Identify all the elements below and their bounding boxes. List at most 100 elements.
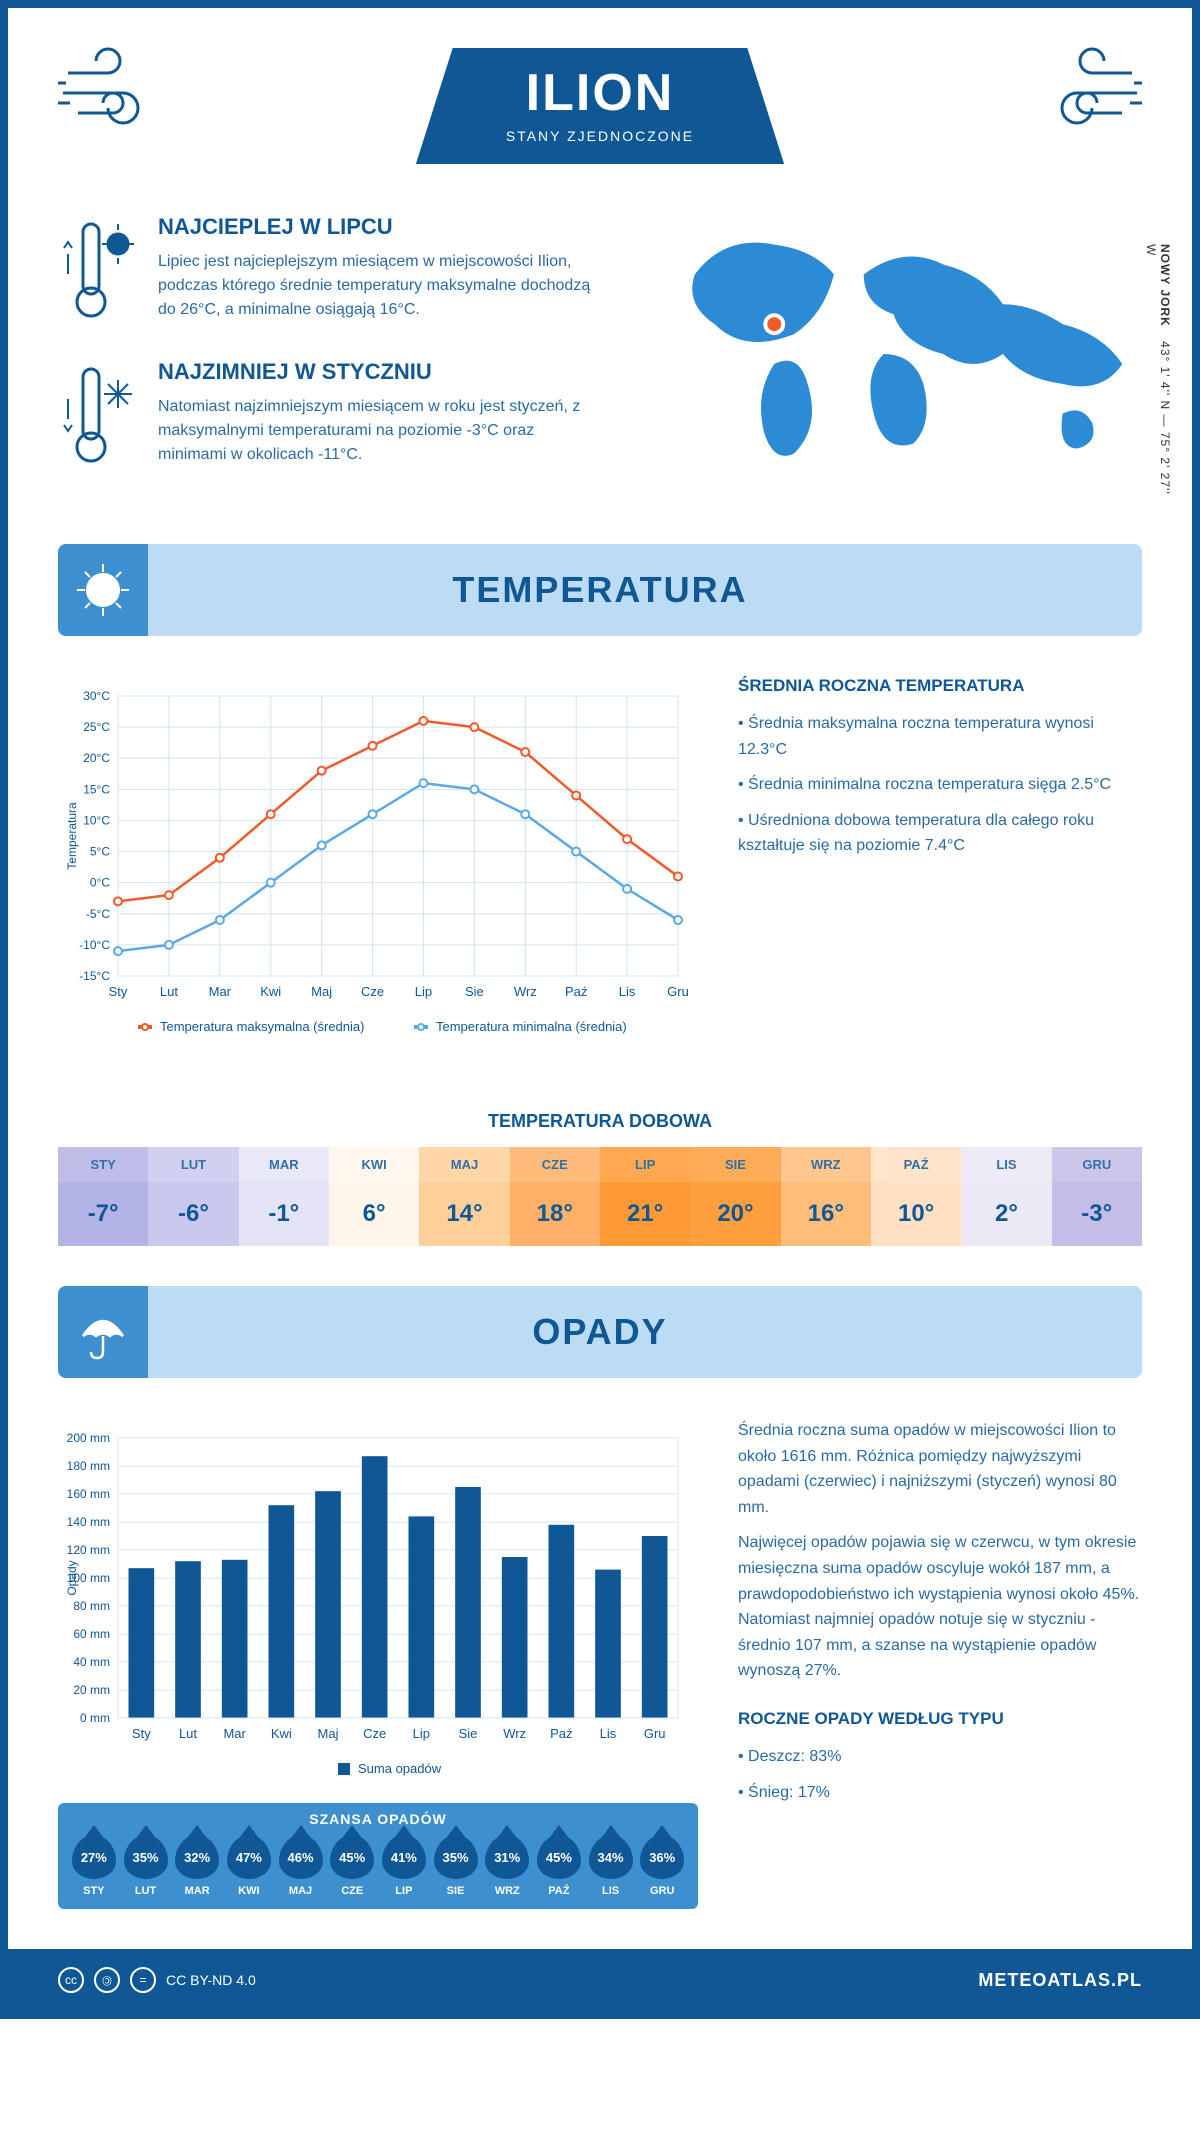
precip-type-list: Deszcz: 83% Śnieg: 17% [738, 1744, 1142, 1805]
svg-text:Temperatura maksymalna (średni: Temperatura maksymalna (średnia) [160, 1019, 364, 1034]
svg-text:Lip: Lip [415, 984, 432, 999]
svg-text:Lut: Lut [160, 984, 178, 999]
svg-text:-5°C: -5°C [86, 907, 110, 921]
daily-temp-table: STY-7°LUT-6°MAR-1°KWI6°MAJ14°CZE18°LIP21… [58, 1147, 1142, 1246]
svg-text:Cze: Cze [361, 984, 384, 999]
temperature-header: TEMPERATURA [58, 544, 1142, 636]
precip-chance: SZANSA OPADÓW 27%STY35%LUT32%MAR47%KWI46… [58, 1803, 698, 1909]
svg-text:140 mm: 140 mm [67, 1515, 110, 1529]
cold-block: NAJZIMNIEJ W STYCZNIU Natomiast najzimni… [58, 359, 605, 474]
temp-cell: LUT-6° [148, 1147, 238, 1246]
by-icon: 🄯 [94, 1967, 120, 1993]
temp-cell: STY-7° [58, 1147, 148, 1246]
svg-text:60 mm: 60 mm [73, 1627, 110, 1641]
svg-text:80 mm: 80 mm [73, 1599, 110, 1613]
svg-text:Opady: Opady [65, 1560, 79, 1595]
svg-text:Sty: Sty [132, 1726, 151, 1741]
world-map: NOWY JORK 43° 1' 4'' N — 75° 2' 27'' W [645, 214, 1142, 504]
svg-text:Sie: Sie [459, 1726, 478, 1741]
chance-item: 45%PAŹ [533, 1835, 585, 1897]
chance-item: 45%CZE [326, 1835, 378, 1897]
chance-item: 27%STY [68, 1835, 120, 1897]
chance-item: 47%KWI [223, 1835, 275, 1897]
country-subtitle: STANY ZJEDNOCZONE [506, 128, 694, 144]
svg-text:Temperatura: Temperatura [65, 802, 79, 870]
svg-text:0°C: 0°C [90, 876, 110, 890]
precip-bar-chart: 0 mm20 mm40 mm60 mm80 mm100 mm120 mm140 … [58, 1418, 698, 1798]
license-text: CC BY-ND 4.0 [166, 1972, 256, 1988]
svg-text:30°C: 30°C [83, 689, 110, 703]
svg-text:Gru: Gru [644, 1726, 666, 1741]
precip-type-item: Śnieg: 17% [738, 1780, 1142, 1806]
temp-cell: PAŹ10° [871, 1147, 961, 1246]
precip-type-title: ROCZNE OPADY WEDŁUG TYPU [738, 1709, 1142, 1729]
svg-text:120 mm: 120 mm [67, 1543, 110, 1557]
temp-cell: CZE18° [510, 1147, 600, 1246]
svg-text:160 mm: 160 mm [67, 1487, 110, 1501]
svg-text:-10°C: -10°C [79, 938, 110, 952]
svg-text:Wrz: Wrz [503, 1726, 526, 1741]
svg-text:5°C: 5°C [90, 845, 110, 859]
chance-item: 34%LIS [585, 1835, 637, 1897]
precip-text-2: Najwięcej opadów pojawia się w czerwcu, … [738, 1530, 1142, 1684]
cc-icon: cc [58, 1967, 84, 1993]
chance-item: 36%GRU [636, 1835, 688, 1897]
svg-text:Temperatura minimalna (średnia: Temperatura minimalna (średnia) [436, 1019, 627, 1034]
svg-text:Wrz: Wrz [514, 984, 537, 999]
chance-item: 35%SIE [430, 1835, 482, 1897]
chance-item: 41%LIP [378, 1835, 430, 1897]
warm-block: NAJCIEPLEJ W LIPCU Lipiec jest najcieple… [58, 214, 605, 329]
header: ILION STANY ZJEDNOCZONE [8, 8, 1192, 194]
svg-text:Sty: Sty [109, 984, 128, 999]
svg-text:Mar: Mar [223, 1726, 246, 1741]
svg-text:Suma opadów: Suma opadów [358, 1761, 442, 1776]
svg-text:Maj: Maj [318, 1726, 339, 1741]
chance-item: 32%MAR [171, 1835, 223, 1897]
precip-content: 0 mm20 mm40 mm60 mm80 mm100 mm120 mm140 … [8, 1378, 1192, 1949]
sun-icon [73, 560, 133, 620]
svg-text:Paź: Paź [565, 984, 587, 999]
temp-stats-item: Średnia minimalna roczna temperatura się… [738, 772, 1142, 798]
svg-text:200 mm: 200 mm [67, 1431, 110, 1445]
warm-title: NAJCIEPLEJ W LIPCU [158, 214, 605, 240]
svg-text:25°C: 25°C [83, 720, 110, 734]
svg-text:20°C: 20°C [83, 751, 110, 765]
thermometer-cold-icon [58, 359, 138, 469]
temp-cell: LIP21° [600, 1147, 690, 1246]
svg-text:Sie: Sie [465, 984, 484, 999]
svg-text:Cze: Cze [363, 1726, 386, 1741]
temp-cell: LIS2° [961, 1147, 1051, 1246]
wind-icon [1012, 43, 1142, 143]
temp-cell: SIE20° [690, 1147, 780, 1246]
svg-text:10°C: 10°C [83, 813, 110, 827]
svg-text:40 mm: 40 mm [73, 1655, 110, 1669]
city-title: ILION [506, 63, 694, 123]
svg-text:0 mm: 0 mm [80, 1711, 110, 1725]
svg-text:Mar: Mar [209, 984, 232, 999]
precip-type-item: Deszcz: 83% [738, 1744, 1142, 1770]
chance-item: 31%WRZ [481, 1835, 533, 1897]
temp-stats-title: ŚREDNIA ROCZNA TEMPERATURA [738, 676, 1142, 696]
precip-text-1: Średnia roczna suma opadów w miejscowośc… [738, 1418, 1142, 1520]
svg-text:Maj: Maj [311, 984, 332, 999]
svg-text:-15°C: -15°C [79, 969, 110, 983]
coordinates: NOWY JORK 43° 1' 4'' N — 75° 2' 27'' W [1144, 244, 1172, 504]
site-name: METEOATLAS.PL [978, 1970, 1142, 1991]
cold-title: NAJZIMNIEJ W STYCZNIU [158, 359, 605, 385]
svg-text:Kwi: Kwi [271, 1726, 292, 1741]
umbrella-icon [73, 1302, 133, 1362]
svg-text:20 mm: 20 mm [73, 1683, 110, 1697]
svg-text:180 mm: 180 mm [67, 1459, 110, 1473]
wind-icon [58, 43, 188, 143]
chance-item: 46%MAJ [275, 1835, 327, 1897]
precip-header: OPADY [58, 1286, 1142, 1378]
svg-text:Lis: Lis [619, 984, 636, 999]
intro-section: NAJCIEPLEJ W LIPCU Lipiec jest najcieple… [8, 194, 1192, 544]
temp-stats-list: Średnia maksymalna roczna temperatura wy… [738, 711, 1142, 859]
temp-cell: KWI6° [329, 1147, 419, 1246]
warm-text: Lipiec jest najcieplejszym miesiącem w m… [158, 250, 605, 322]
temperature-content: -15°C -10°C -5°C 0°C 5°C 10°C 15°C 20°C 25°C 30°C… [8, 636, 1192, 1101]
svg-text:15°C: 15°C [83, 782, 110, 796]
svg-text:Lis: Lis [600, 1726, 617, 1741]
footer: cc 🄯 = CC BY-ND 4.0 METEOATLAS.PL [8, 1949, 1192, 2011]
